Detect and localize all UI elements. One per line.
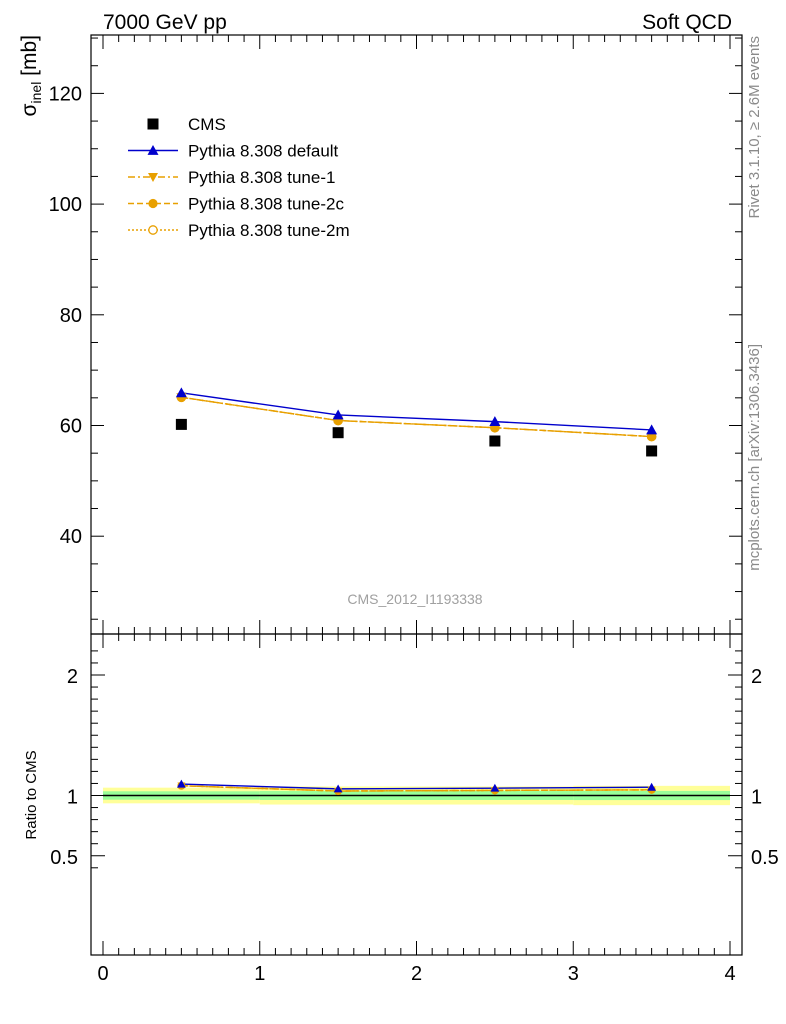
ratio-point-default (333, 784, 343, 793)
main-point-default (332, 409, 344, 420)
ratio-y-tick-label-right: 0.5 (751, 847, 779, 869)
ratio-x-tick-label: 0 (97, 963, 108, 985)
legend-marker-cms (147, 118, 159, 130)
ratio-y-tick-label-left: 2 (67, 666, 78, 688)
main-y-axis-label: σinel [mb] (18, 35, 44, 116)
main-line-default (181, 392, 652, 431)
legend-label-tune2c: Pythia 8.308 tune-2c (188, 195, 344, 214)
ratio-x-tick-label: 4 (724, 963, 735, 985)
ratio-line-tune2c (181, 785, 652, 792)
mcplots-reference-label: mcplots.cern.ch [arXiv:1306.3436] (746, 344, 763, 571)
main-y-tick-label: 80 (60, 305, 82, 327)
ratio-y-tick-label-right: 1 (751, 787, 762, 809)
main-line-tune2m (181, 396, 652, 438)
legend-label-cms: CMS (188, 115, 226, 134)
legend-marker-tune2m (148, 225, 158, 235)
ratio-point-default (490, 783, 500, 792)
main-y-tick-label: 60 (60, 416, 82, 438)
header-energy-label: 7000 GeV pp (103, 11, 227, 34)
ratio-x-tick-label: 2 (411, 963, 422, 985)
main-point-default (646, 424, 658, 435)
ratio-y-tick-label-left: 0.5 (50, 847, 78, 869)
legend: CMS Pythia 8.308 default Pythia 8.308 tune… (128, 115, 350, 240)
ratio-panel: 0.5 0.5 1 1 2 2 0 1 2 3 4 Ratio to CMS (23, 633, 779, 985)
ratio-y-tick-label-right: 2 (751, 666, 762, 688)
main-point-cms (332, 427, 344, 439)
header-process-label: Soft QCD (642, 11, 732, 34)
main-point-cms (175, 418, 187, 430)
ratio-y-axis-label: Ratio to CMS (23, 750, 40, 839)
ratio-point-default (647, 782, 657, 791)
main-y-tick-label: 120 (49, 83, 82, 105)
main-y-tick-label: 40 (60, 526, 82, 548)
ratio-x-tick-label: 1 (254, 963, 265, 985)
analysis-watermark: CMS_2012_I1193338 (347, 591, 482, 607)
main-point-tune1 (646, 432, 657, 442)
main-point-cms (646, 445, 658, 457)
legend-label-tune1: Pythia 8.308 tune-1 (188, 168, 335, 187)
main-point-default (489, 416, 501, 427)
ratio-point-default (176, 779, 186, 788)
legend-marker-default (147, 145, 159, 155)
legend-label-tune2m: Pythia 8.308 tune-2m (188, 221, 350, 240)
main-y-tick-label: 100 (49, 194, 82, 216)
main-point-default (175, 387, 187, 398)
legend-marker-tune1 (148, 173, 158, 182)
ratio-line-default (181, 783, 652, 790)
legend-marker-tune2c (148, 198, 158, 209)
ratio-x-tick-label: 3 (568, 963, 579, 985)
main-point-cms (489, 435, 501, 447)
ratio-y-tick-label-left: 1 (67, 787, 78, 809)
rivet-version-label: Rivet 3.1.10, ≥ 2.6M events (746, 36, 763, 219)
legend-label-default: Pythia 8.308 default (188, 142, 339, 161)
